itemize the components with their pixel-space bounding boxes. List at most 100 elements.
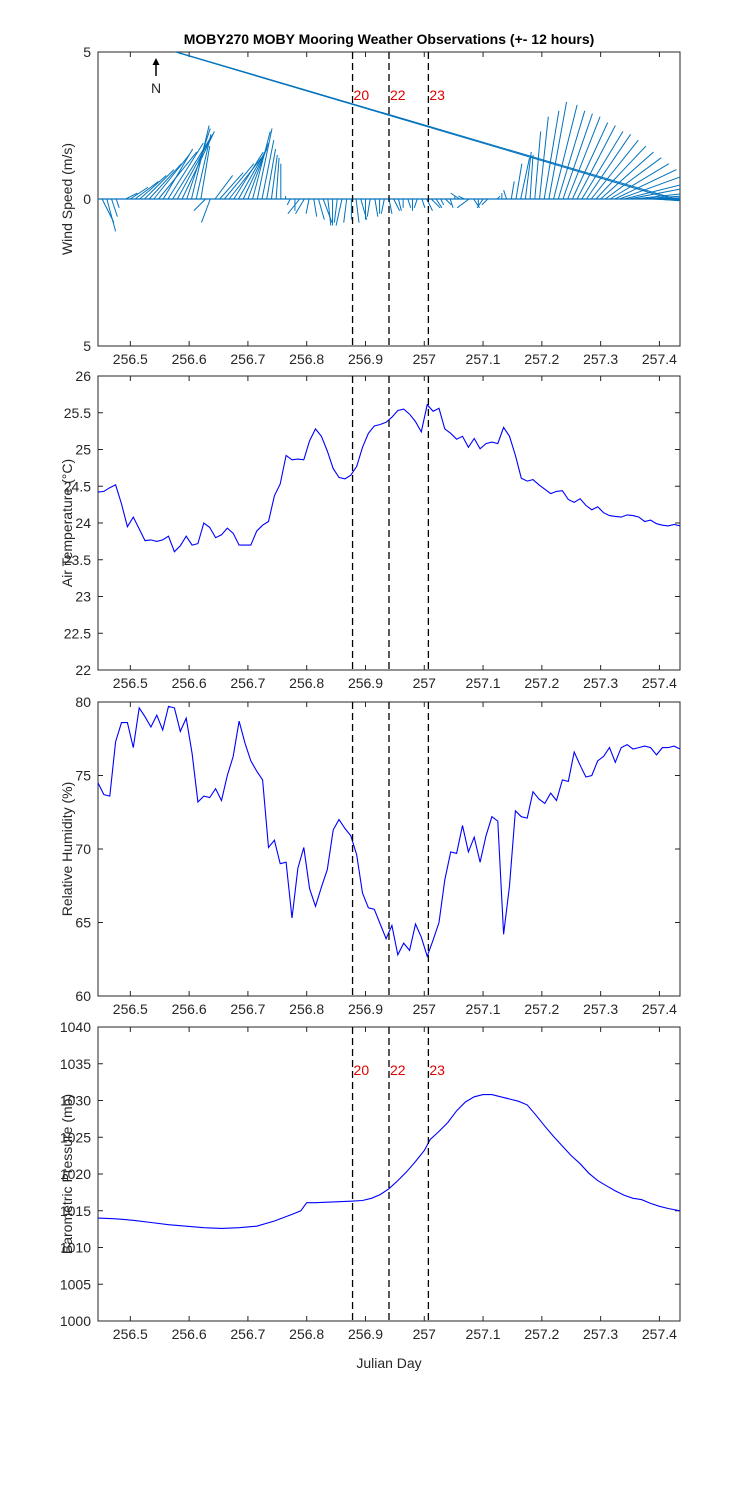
wind-vector [661, 198, 680, 201]
wind-vector [445, 198, 452, 206]
wind-vector [628, 188, 680, 200]
barometric_pressure-y-tick-label: 1000 [60, 1313, 91, 1329]
barometric_pressure-y-tick-label: 1040 [60, 1019, 91, 1035]
wind-vector [458, 195, 465, 200]
wind-vector [553, 104, 578, 200]
wind-vector [148, 163, 182, 200]
wind-vector [638, 195, 680, 200]
wind-vector [233, 151, 264, 200]
wind-vector [571, 122, 609, 200]
wind-vector [609, 163, 670, 200]
wind-vector [430, 198, 441, 209]
barometric_pressure-x-tick-label: 257.4 [642, 1326, 677, 1342]
air_temperature-y-axis-label: Air Temperature (°C) [59, 459, 75, 587]
wind-vector [413, 198, 418, 208]
wind-vector [666, 197, 680, 200]
wind-vector [190, 125, 210, 200]
wind-x-tick-label: 257.2 [524, 351, 559, 367]
wind-vector [275, 157, 280, 200]
wind-event-label: 22 [390, 87, 406, 103]
wind-vector [252, 131, 271, 200]
wind-x-tick-label: 256.8 [289, 351, 324, 367]
relative_humidity-x-tick-label: 257.1 [466, 1001, 501, 1017]
wind-vector [380, 198, 385, 214]
wind-event-label: 23 [429, 87, 445, 103]
air_temperature-y-tick-label: 22.5 [64, 625, 91, 641]
wind-vector [111, 198, 118, 217]
air_temperature-x-tick-label: 257.3 [583, 675, 618, 691]
air_temperature-x-tick-label: 257.2 [524, 675, 559, 691]
wind-vector [266, 148, 277, 200]
relative-humidity-panel: 256.5 256.6 256.7 256.8 256.9 257 257.1 257.2 25… [59, 694, 681, 1017]
barometric_pressure-x-tick-label: 257.2 [524, 1326, 559, 1342]
wind-event-label: 20 [354, 87, 370, 103]
north-indicator: N [151, 58, 161, 96]
wind-vector [343, 198, 348, 223]
barometric_pressure-x-tick-label: 256.9 [348, 1326, 383, 1342]
wind-vector [162, 148, 194, 200]
wind-vector [256, 128, 273, 200]
wind-vector [510, 181, 515, 200]
wind-vector [130, 186, 149, 200]
wind-vector [538, 116, 549, 200]
barometric_pressure-series-line [97, 1094, 681, 1229]
wind-vector [317, 198, 325, 220]
air_temperature-x-tick-label: 256.5 [113, 675, 148, 691]
wind-vector [219, 172, 244, 200]
air-temperature-panel: 256.5 256.6 256.7 256.8 256.9 257 257.1 257.2 25… [59, 368, 681, 691]
wind-vector [567, 116, 601, 200]
relative_humidity-y-tick-label: 75 [75, 768, 91, 784]
wind-vector [366, 198, 371, 217]
wind-vector [139, 175, 167, 200]
wind-vector [476, 198, 484, 209]
figure-title: MOBY270 MOBY Mooring Weather Observation… [184, 31, 595, 47]
wind-vector [515, 163, 523, 200]
barometric_pressure-y-tick-label: 1010 [60, 1240, 91, 1256]
wind-vectors [98, 52, 680, 232]
wind-vector [144, 169, 175, 200]
wind-vector [496, 195, 501, 200]
wind-vector [605, 157, 662, 200]
wind-vector [619, 176, 680, 200]
wind-vector [524, 151, 532, 200]
air_temperature-series-line [97, 403, 681, 553]
barometric_pressure-y-tick-label: 1035 [60, 1056, 91, 1072]
wind-vector [228, 157, 262, 200]
wind-vector [176, 134, 214, 200]
barometric_pressure-y-tick-label: 1025 [60, 1129, 91, 1145]
wind-vector [172, 136, 212, 200]
wind-y-tick-label: 5 [83, 44, 91, 60]
wind-vector [125, 192, 138, 200]
barometric_pressure-x-tick-label: 256.6 [172, 1326, 207, 1342]
wind-vector [633, 193, 680, 200]
wind-vector [333, 198, 338, 223]
air_temperature-y-tick-label: 23 [75, 589, 91, 605]
wind-vector [562, 113, 593, 200]
wind-vector [106, 198, 117, 232]
wind-speed-panel: 256.5 256.6 256.7 256.8 256.9 257 257.1 257.2 25… [59, 44, 681, 367]
wind-vector [355, 198, 360, 223]
wind-vector [193, 198, 206, 212]
air_temperature-x-tick-label: 256.9 [348, 675, 383, 691]
wind-x-tick-label: 256.6 [172, 351, 207, 367]
wind-vector [305, 198, 310, 214]
wind-vector [327, 198, 332, 226]
relative_humidity-y-axis-label: Relative Humidity (%) [59, 782, 75, 917]
relative_humidity-y-tick-label: 60 [75, 988, 91, 1004]
relative_humidity-x-tick-label: 257.4 [642, 1001, 677, 1017]
wind-vector [134, 180, 159, 200]
air_temperature-x-tick-label: 257 [413, 675, 437, 691]
wind-vector [576, 125, 616, 200]
wind-vector [449, 198, 454, 208]
air_temperature-y-tick-label: 24.5 [64, 478, 91, 494]
wind-vector [435, 198, 443, 209]
barometric_pressure-x-tick-label: 257 [413, 1326, 437, 1342]
barometric_pressure-event-label: 23 [429, 1062, 445, 1078]
north-label: N [151, 80, 161, 96]
x-axis-label: Julian Day [356, 1355, 421, 1371]
wind-x-tick-label: 256.9 [348, 351, 383, 367]
wind-vector [421, 198, 426, 208]
relative_humidity-series-line [97, 705, 681, 959]
wind-vector [200, 198, 211, 223]
relative_humidity-x-tick-label: 257.3 [583, 1001, 618, 1017]
